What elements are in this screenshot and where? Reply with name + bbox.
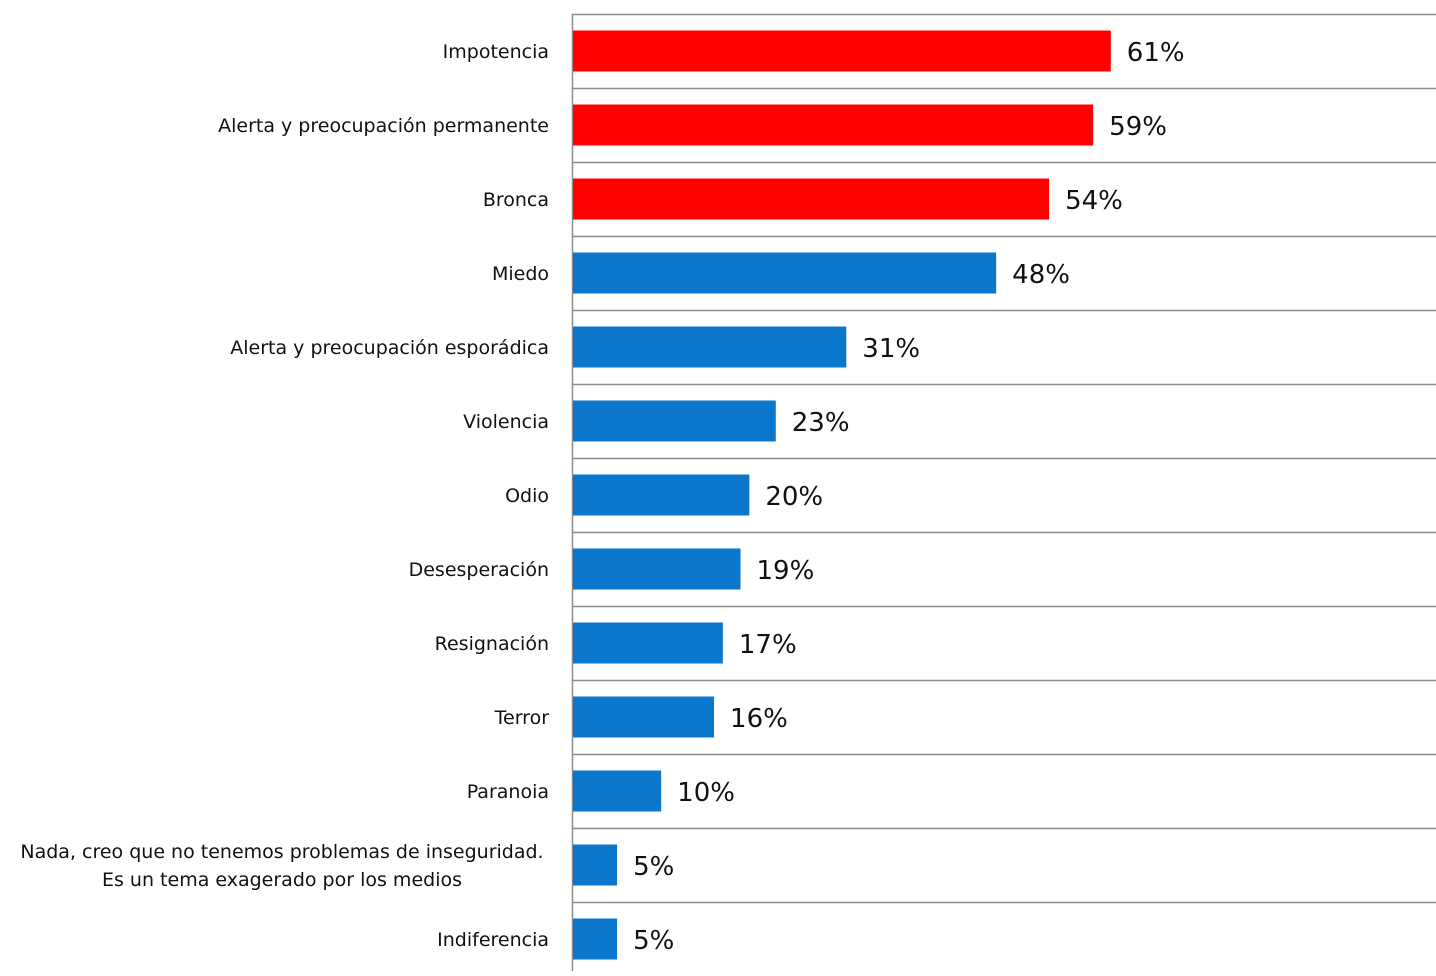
category-label: Nada, creo que no tenemos problemas de i…: [20, 841, 543, 891]
value-label: 5%: [633, 926, 674, 956]
bar: [573, 844, 618, 886]
value-label: 17%: [739, 630, 797, 660]
category-label: Violencia: [463, 411, 549, 433]
category-label: Desesperación: [409, 559, 549, 581]
category-label-line: Alerta y preocupación permanente: [218, 115, 549, 137]
bar: [573, 622, 723, 664]
value-label: 5%: [633, 852, 674, 882]
category-label-line: Alerta y preocupación esporádica: [230, 337, 549, 359]
category-label: Impotencia: [443, 41, 549, 63]
value-label: 23%: [792, 408, 850, 438]
category-label: Terror: [494, 707, 550, 729]
bar: [573, 696, 715, 738]
category-label-line: Miedo: [492, 263, 549, 285]
bar: [573, 252, 997, 294]
bar: [573, 474, 750, 516]
category-label-line: Odio: [505, 485, 549, 507]
category-label-line: Desesperación: [409, 559, 549, 581]
category-label: Odio: [505, 485, 549, 507]
bar: [573, 104, 1094, 146]
value-label: 48%: [1012, 260, 1070, 290]
category-label: Bronca: [483, 189, 549, 211]
bar: [573, 918, 618, 960]
category-label-line: Paranoia: [467, 781, 549, 803]
bar: [573, 178, 1050, 220]
label-layer: Impotencia 61% Alerta y preocupación perma…: [20, 38, 1184, 956]
category-label-line: Resignación: [435, 633, 549, 655]
category-label: Miedo: [492, 263, 549, 285]
category-label: Resignación: [435, 633, 549, 655]
category-label: Alerta y preocupación permanente: [218, 115, 549, 137]
value-label: 54%: [1065, 186, 1123, 216]
category-label: Alerta y preocupación esporádica: [230, 337, 549, 359]
value-label: 19%: [757, 556, 815, 586]
bar: [573, 548, 741, 590]
category-label-line: Es un tema exagerado por los medios: [102, 869, 462, 891]
category-label: Paranoia: [467, 781, 549, 803]
value-label: 16%: [730, 704, 788, 734]
value-label: 20%: [765, 482, 823, 512]
category-label-line: Nada, creo que no tenemos problemas de i…: [20, 841, 543, 863]
value-label: 10%: [677, 778, 735, 808]
value-label: 31%: [862, 334, 920, 364]
bar-layer: [573, 30, 1111, 960]
value-label: 61%: [1127, 38, 1185, 68]
bar: [573, 770, 662, 812]
category-label-line: Impotencia: [443, 41, 549, 63]
grid-layer: [571, 13, 1436, 971]
category-label-line: Indiferencia: [437, 929, 549, 951]
category-label: Indiferencia: [437, 929, 549, 951]
bar: [573, 326, 847, 368]
category-label-line: Terror: [494, 707, 550, 729]
bar: [573, 30, 1111, 72]
value-label: 59%: [1109, 112, 1167, 142]
category-label-line: Bronca: [483, 189, 549, 211]
category-label-line: Violencia: [463, 411, 549, 433]
bar: [573, 400, 776, 442]
